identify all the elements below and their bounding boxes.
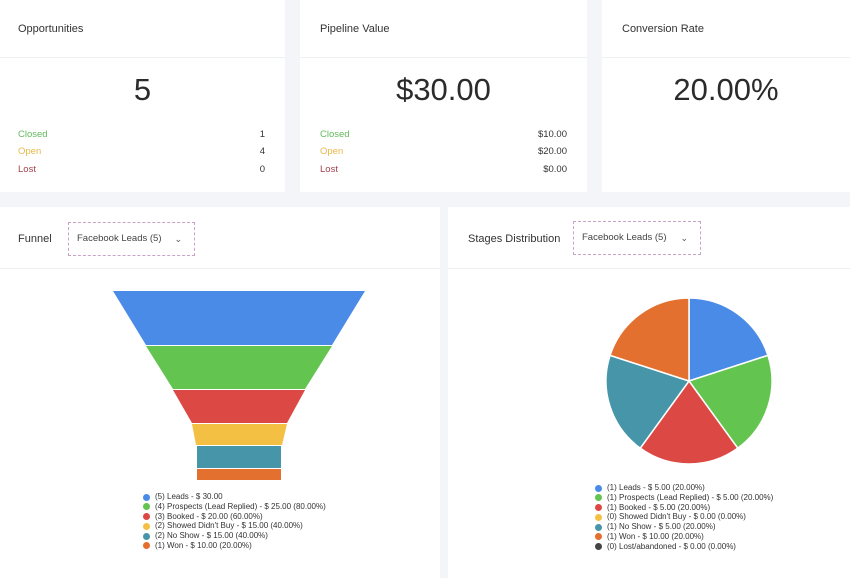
legend-item: (1) Leads - $ 5.00 (20.00%) xyxy=(594,483,773,493)
legend-item: (2) Showed Didn't Buy - $ 15.00 (40.00%) xyxy=(142,521,326,531)
card-title: Conversion Rate xyxy=(622,23,704,35)
legend-item: (1) Won - $ 10.00 (20.00%) xyxy=(594,532,773,542)
legend-label: (1) Prospects (Lead Replied) - $ 5.00 (2… xyxy=(607,492,774,502)
stages-distribution-card: Stages Distribution Facebook Leads (5) ⌄… xyxy=(448,207,850,578)
pie-slice xyxy=(609,297,690,383)
divider xyxy=(0,268,440,269)
legend-label: (1) Leads - $ 5.00 (20.00%) xyxy=(607,483,705,492)
open-label: Open xyxy=(18,146,42,157)
legend-label: (1) Won - $ 10.00 (20.00%) xyxy=(155,540,252,550)
legend-label: (1) No Show - $ 5.00 (20.00%) xyxy=(607,522,716,532)
legend-label: (0) Lost/abandoned - $ 0.00 (0.00%) xyxy=(607,541,736,551)
legend-item: (0) Showed Didn't Buy - $ 0.00 (0.00%) xyxy=(594,512,773,522)
legend-item: (3) Booked - $ 20.00 (60.00%) xyxy=(142,512,326,522)
legend-label: (0) Showed Didn't Buy - $ 0.00 (0.00%) xyxy=(607,512,746,522)
funnel-card: Funnel Facebook Leads (5) ⌄ (5) Leads - … xyxy=(0,207,440,578)
legend-label: (2) Showed Didn't Buy - $ 15.00 (40.00%) xyxy=(155,521,303,531)
legend-dot xyxy=(595,513,602,521)
legend-dot xyxy=(595,494,602,502)
funnel-segment-booked xyxy=(173,390,305,423)
legend-item: (1) Booked - $ 5.00 (20.00%) xyxy=(594,503,773,513)
funnel-legend: (5) Leads - $ 30.00 (4) Prospects (Lead … xyxy=(142,492,326,551)
divider xyxy=(448,268,850,269)
legend-dot xyxy=(143,522,150,530)
stages-pie-chart xyxy=(605,297,773,465)
lost-label: Lost xyxy=(18,164,36,175)
legend-label: (4) Prospects (Lead Replied) - $ 25.00 (… xyxy=(155,501,326,511)
closed-label: Closed xyxy=(18,129,48,140)
legend-label: (5) Leads - $ 30.00 xyxy=(155,492,223,501)
opportunities-card: Opportunities 5 Closed 1 Open 4 Lost 0 xyxy=(0,0,285,192)
funnel-segment-won xyxy=(197,469,281,480)
legend-item: (4) Prospects (Lead Replied) - $ 25.00 (… xyxy=(142,502,326,512)
stages-legend: (1) Leads - $ 5.00 (20.00%) (1) Prospect… xyxy=(594,483,773,552)
funnel-chart xyxy=(113,291,365,480)
select-value: Facebook Leads (5) xyxy=(582,232,667,243)
chevron-down-icon: ⌄ xyxy=(174,234,182,244)
legend-label: (3) Booked - $ 20.00 (60.00%) xyxy=(155,511,263,521)
legend-dot xyxy=(595,484,602,492)
pipeline-value-card: Pipeline Value $30.00 Closed $10.00 Open… xyxy=(300,0,587,192)
legend-item: (1) Prospects (Lead Replied) - $ 5.00 (2… xyxy=(594,493,773,503)
lost-value: 0 xyxy=(259,164,265,175)
card-title: Opportunities xyxy=(18,23,84,35)
closed-label: Closed xyxy=(320,129,350,140)
conversion-rate-value: 20.00% xyxy=(673,72,779,107)
legend-dot xyxy=(595,523,602,531)
pipeline-value-total: $30.00 xyxy=(396,72,491,107)
funnel-segment-leads xyxy=(113,291,365,345)
legend-dot xyxy=(143,532,150,540)
funnel-pipeline-select[interactable]: Facebook Leads (5) ⌄ xyxy=(68,222,195,256)
card-title: Pipeline Value xyxy=(320,23,390,35)
legend-dot xyxy=(143,503,150,511)
open-value: $20.00 xyxy=(537,146,567,157)
legend-item: (1) Won - $ 10.00 (20.00%) xyxy=(142,541,326,551)
open-label: Open xyxy=(320,146,344,157)
legend-label: (1) Booked - $ 5.00 (20.00%) xyxy=(607,502,711,512)
lost-value: $0.00 xyxy=(543,164,567,175)
funnel-segment-prospects xyxy=(146,346,332,389)
legend-dot xyxy=(595,533,602,541)
legend-dot xyxy=(595,543,602,551)
pie-slice xyxy=(688,297,769,383)
open-value: 4 xyxy=(259,146,265,157)
legend-item: (0) Lost/abandoned - $ 0.00 (0.00%) xyxy=(594,542,773,552)
stages-pipeline-select[interactable]: Facebook Leads (5) ⌄ xyxy=(573,221,701,255)
legend-dot xyxy=(143,542,150,550)
closed-value: 1 xyxy=(259,129,265,140)
card-header xyxy=(0,0,285,58)
stages-distribution-title: Stages Distribution xyxy=(468,233,561,245)
card-header xyxy=(300,0,587,58)
legend-label: (2) No Show - $ 15.00 (40.00%) xyxy=(155,531,268,541)
legend-item: (1) No Show - $ 5.00 (20.00%) xyxy=(594,522,773,532)
lost-label: Lost xyxy=(320,164,338,175)
card-header xyxy=(602,0,850,58)
legend-item: (2) No Show - $ 15.00 (40.00%) xyxy=(142,531,326,541)
conversion-rate-card: Conversion Rate 20.00% xyxy=(602,0,850,192)
funnel-segment-no-show xyxy=(197,446,281,468)
pie-slice xyxy=(639,379,739,465)
legend-label: (1) Won - $ 10.00 (20.00%) xyxy=(607,531,704,541)
legend-dot xyxy=(143,513,150,521)
closed-value: $10.00 xyxy=(537,129,567,140)
legend-dot xyxy=(595,504,602,512)
opportunities-count: 5 xyxy=(133,72,152,107)
legend-dot xyxy=(143,493,150,501)
pie-slice xyxy=(605,354,691,450)
legend-item: (5) Leads - $ 30.00 xyxy=(142,492,326,502)
pie-slice xyxy=(687,354,773,450)
select-value: Facebook Leads (5) xyxy=(77,233,162,244)
funnel-segment-showed-didnt-buy xyxy=(192,424,287,445)
chevron-down-icon: ⌄ xyxy=(680,233,688,243)
funnel-title: Funnel xyxy=(18,233,52,245)
